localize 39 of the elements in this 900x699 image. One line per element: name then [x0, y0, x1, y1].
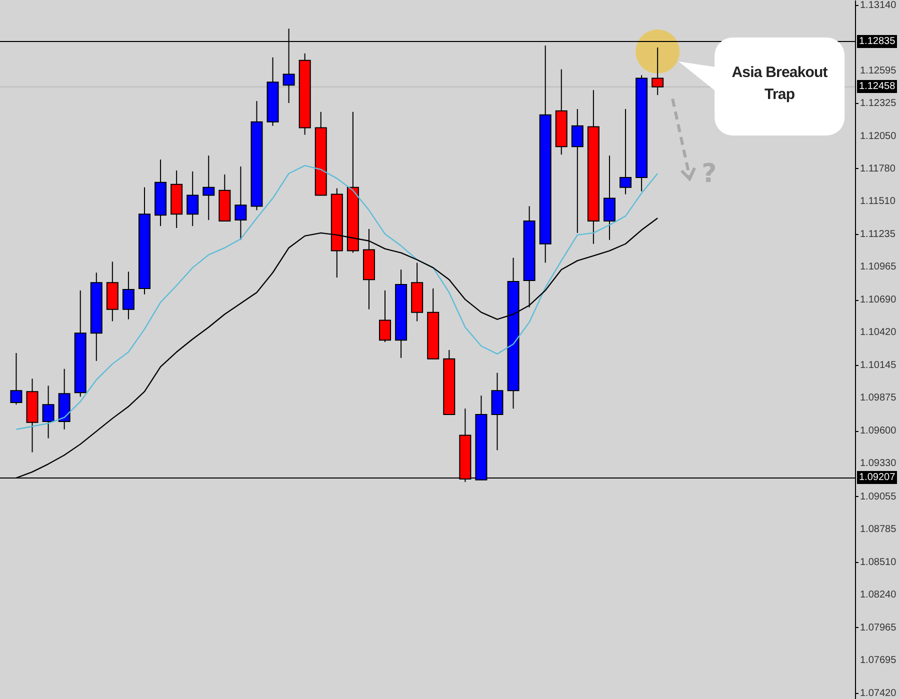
candlestick: [234, 166, 247, 240]
candlestick: [379, 290, 392, 343]
candlestick: [42, 385, 54, 439]
y-tick-label: 1.11510: [860, 196, 896, 207]
y-tick-label: 1.10690: [860, 294, 897, 306]
y-tick-label: 1.08785: [860, 524, 897, 535]
ref-line-label: 1.12458: [857, 80, 898, 94]
y-tick-label: 1.10145: [860, 360, 897, 372]
candlestick: [603, 155, 616, 240]
y-tick-label: 1.07695: [860, 654, 897, 666]
y-tick-label: 1.08510: [860, 556, 897, 568]
y-tick-label: 1.12595: [860, 65, 897, 76]
text: ?: [702, 158, 717, 189]
candlestick: [571, 108, 584, 234]
y-tick-label: 1.09330: [860, 458, 897, 470]
y-tick-label: 1.10420: [860, 327, 897, 338]
y-tick-label: 1.10965: [860, 261, 897, 272]
candlestick: [202, 155, 215, 221]
candlestick: [122, 271, 134, 320]
y-tick-label: 1.13140: [860, 0, 897, 11]
y-tick-label: 1.11780: [860, 163, 896, 174]
y-tick-label: 1.08240: [860, 589, 897, 600]
y-tick-label: 1.12325: [860, 98, 897, 109]
candlestick: [620, 108, 632, 195]
y-tick-label: 1.11235: [860, 229, 896, 240]
ref-line-label: 1.09207: [857, 471, 898, 484]
candlestick: [652, 47, 664, 96]
candlestick: [186, 170, 199, 227]
y-tick-label: 1.09600: [860, 426, 897, 437]
y-tick-label: 1.07965: [860, 622, 897, 634]
y-tick-label: 1.07420: [860, 688, 897, 699]
y-tick-label: 1.12050: [860, 130, 897, 142]
line-series: [16, 164, 658, 430]
ref-line-label: 1.12835: [857, 35, 898, 48]
y-tick-label: 1.09875: [860, 392, 897, 404]
y-tick-label: 1.09055: [860, 491, 897, 502]
text: Asia Breakout Trap: [730, 62, 828, 105]
candlestick: [491, 372, 504, 451]
candlestick: [10, 352, 22, 406]
